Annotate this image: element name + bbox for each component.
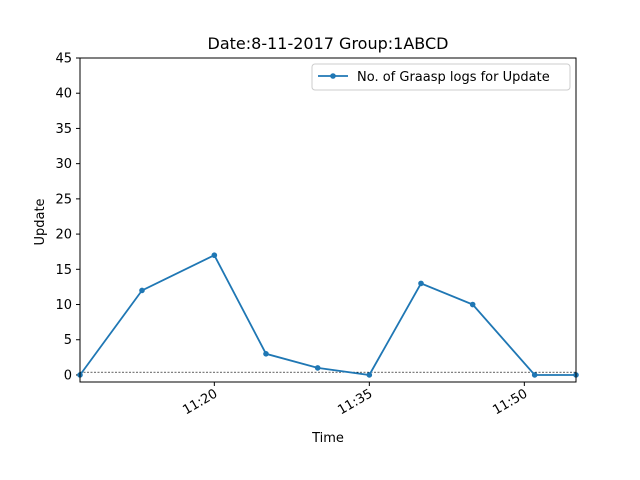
data-point: [211, 252, 218, 259]
y-tick-label: 30: [55, 157, 72, 172]
y-tick-label: 35: [55, 122, 72, 137]
data-point: [139, 287, 145, 294]
legend: No. of Graasp logs for Update: [311, 63, 571, 91]
x-axis-label: Time: [311, 431, 344, 446]
y-tick-label: 0: [64, 368, 72, 383]
data-point: [366, 372, 373, 378]
y-tick-label: 45: [55, 52, 72, 67]
data-point: [263, 351, 269, 357]
legend-label: No. of Graasp logs for Update: [357, 70, 550, 85]
data-point: [418, 280, 424, 287]
series-line: [79, 254, 576, 376]
plot-frame: [79, 57, 577, 383]
legend-box: [311, 63, 571, 91]
data-point: [314, 365, 321, 371]
legend-marker: [330, 73, 336, 79]
y-tick-label: 20: [55, 228, 72, 243]
series-points: [77, 252, 579, 378]
data-point: [531, 372, 538, 378]
data-point: [469, 301, 476, 308]
y-tick-label: 15: [55, 263, 72, 278]
y-tick-label: 25: [55, 192, 72, 207]
chart-title: Date:8-11-2017 Group:1ABCD: [208, 34, 449, 53]
y-tick-label: 5: [64, 333, 72, 348]
y-tick-label: 10: [55, 298, 72, 313]
y-axis-ticks: 0 5 10 15 20 25 30 35 40 45: [55, 52, 80, 383]
y-axis-label: Update: [33, 198, 48, 245]
y-tick-label: 40: [55, 87, 72, 102]
